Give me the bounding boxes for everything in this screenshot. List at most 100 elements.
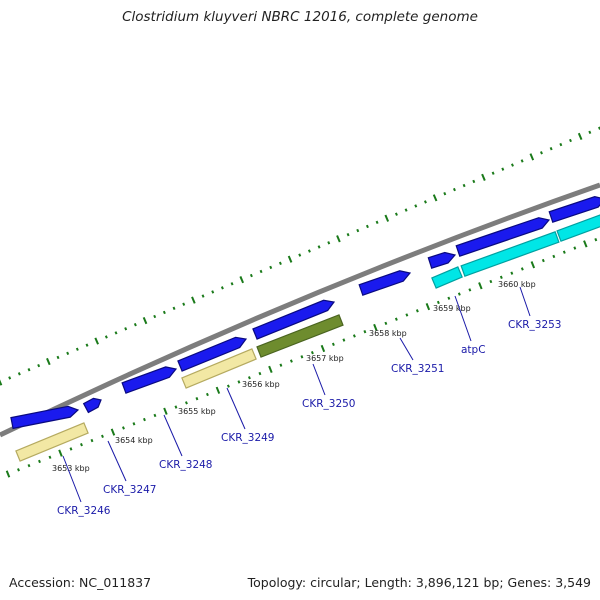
outer-tick bbox=[249, 273, 253, 278]
inner-tick bbox=[58, 449, 63, 457]
outer-tick bbox=[201, 294, 205, 298]
outer-tick bbox=[27, 368, 31, 372]
outer-tick bbox=[414, 204, 418, 208]
outer-tick bbox=[307, 249, 311, 253]
outer-tick bbox=[239, 276, 245, 284]
inner-tick bbox=[195, 397, 199, 401]
reverse-gene bbox=[431, 266, 463, 289]
outer-tick bbox=[153, 314, 157, 319]
outer-tick bbox=[269, 265, 273, 270]
inner-tick bbox=[352, 334, 356, 338]
outer-tick bbox=[384, 214, 390, 222]
reverse-gene bbox=[256, 314, 344, 358]
inner-tick bbox=[237, 380, 241, 384]
forward-gene bbox=[121, 366, 178, 394]
accession-text: Accession: NC_011837 bbox=[9, 575, 152, 590]
outer-tick bbox=[162, 310, 166, 315]
inner-tick bbox=[101, 434, 104, 439]
tick-labels: 3653 kbp 3654 kbp 3655 kbp 3656 kbp 3657 kbp… bbox=[52, 280, 536, 473]
inner-tick bbox=[153, 413, 157, 418]
outer-tick bbox=[452, 187, 456, 192]
label-leader-line bbox=[62, 455, 82, 503]
reverse-gene bbox=[460, 231, 560, 277]
inner-tick bbox=[530, 261, 536, 269]
inner-tick bbox=[394, 317, 398, 321]
outer-tick bbox=[336, 235, 341, 243]
outer-tick bbox=[501, 167, 505, 171]
outer-tick bbox=[481, 173, 486, 181]
outer-tick bbox=[511, 163, 514, 167]
inner-tick bbox=[268, 365, 273, 374]
outer-tick bbox=[104, 335, 108, 339]
outer-tick bbox=[569, 138, 572, 143]
tick-label: 3657 kbp bbox=[306, 354, 344, 363]
inner-tick bbox=[310, 350, 314, 355]
gene-label: CKR_3246 bbox=[57, 505, 111, 517]
inner-tick bbox=[48, 455, 52, 459]
outer-tick bbox=[133, 323, 137, 327]
inner-tick bbox=[342, 338, 346, 342]
reverse-gene bbox=[15, 422, 89, 462]
gene-label: CKR_3249 bbox=[221, 432, 274, 444]
inner-tick bbox=[110, 428, 116, 436]
outer-tick bbox=[472, 179, 476, 184]
outer-tick bbox=[8, 376, 12, 380]
outer-tick bbox=[124, 327, 128, 331]
outer-tick bbox=[0, 379, 3, 386]
outer-tick bbox=[75, 347, 79, 351]
outer-tick bbox=[142, 316, 148, 325]
outer-tick bbox=[46, 357, 51, 366]
inner-tick bbox=[405, 313, 409, 317]
outer-tick bbox=[346, 232, 350, 237]
genome-backbone bbox=[0, 182, 600, 438]
tick-label: 3655 kbp bbox=[178, 407, 216, 416]
forward-gene bbox=[455, 217, 551, 257]
inner-tick bbox=[143, 417, 146, 422]
inner-tick bbox=[436, 300, 440, 305]
gene-label: CKR_3251 bbox=[391, 363, 444, 375]
inner-tick bbox=[258, 371, 262, 376]
inner-tick bbox=[38, 459, 41, 464]
inner-tick bbox=[594, 237, 598, 242]
inner-tick bbox=[520, 267, 524, 271]
tick-label: 3660 kbp bbox=[498, 280, 536, 289]
outer-tick bbox=[356, 228, 360, 233]
inner-tick-marks bbox=[5, 237, 598, 478]
outer-tick bbox=[462, 183, 466, 188]
gene-label: CKR_3247 bbox=[103, 484, 156, 496]
outer-tick-marks bbox=[0, 126, 600, 386]
outer-tick bbox=[298, 253, 302, 257]
outer-tick bbox=[172, 306, 176, 310]
label-leader-line bbox=[312, 363, 326, 396]
map-title: Clostridium kluyveri NBRC 12016, complet… bbox=[122, 9, 478, 25]
inner-tick bbox=[425, 302, 431, 311]
outer-tick bbox=[365, 224, 369, 229]
inner-tick bbox=[184, 401, 188, 405]
inner-tick bbox=[562, 250, 566, 254]
gene-label: CKR_3248 bbox=[159, 459, 212, 471]
inner-tick bbox=[132, 422, 136, 426]
tick-label: 3653 kbp bbox=[52, 464, 90, 473]
label-leader-line bbox=[519, 286, 531, 317]
outer-tick bbox=[278, 261, 282, 265]
inner-tick bbox=[27, 463, 31, 468]
outer-tick bbox=[443, 192, 447, 196]
outer-tick bbox=[491, 171, 495, 175]
inner-tick bbox=[552, 254, 556, 259]
gene-label: CKR_3253 bbox=[508, 319, 561, 331]
forward-gene bbox=[427, 251, 457, 269]
inner-tick bbox=[17, 468, 20, 472]
outer-tick bbox=[529, 153, 535, 161]
inner-tick bbox=[583, 240, 588, 248]
outer-tick bbox=[549, 147, 553, 151]
inner-tick bbox=[363, 330, 367, 334]
tick-label: 3656 kbp bbox=[242, 380, 280, 389]
inner-tick bbox=[478, 282, 483, 290]
inner-tick bbox=[510, 271, 514, 275]
inner-tick bbox=[489, 279, 493, 284]
forward-gene bbox=[252, 299, 336, 340]
label-leader-line bbox=[399, 337, 414, 361]
inner-tick bbox=[247, 376, 251, 380]
outer-tick bbox=[66, 351, 70, 356]
